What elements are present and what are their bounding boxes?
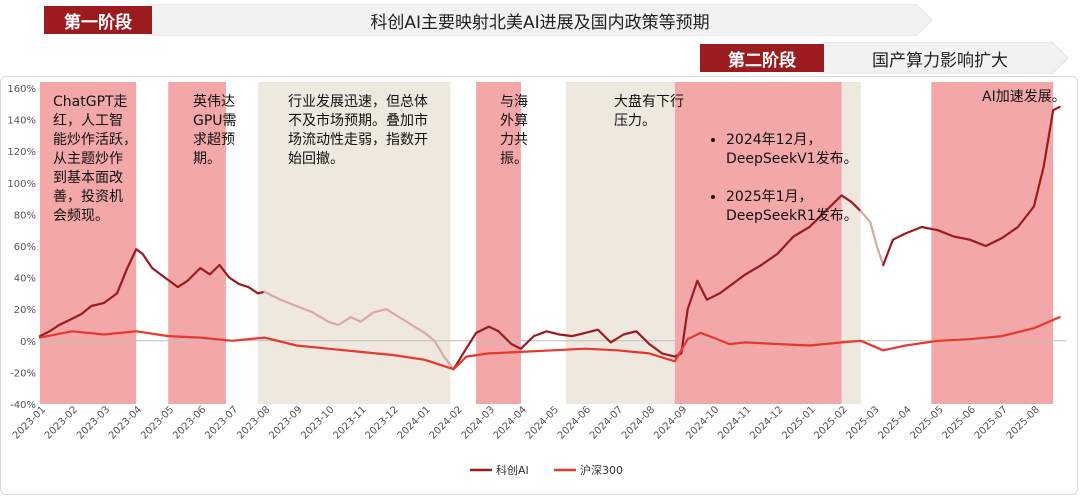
x-tick-label: 2023-09	[267, 404, 304, 441]
x-tick-label: 2023-08	[235, 404, 272, 441]
x-tick-label: 2025-05	[909, 404, 946, 441]
y-tick-label: 80%	[14, 210, 36, 221]
legend: 科创AI 沪深300	[470, 463, 623, 477]
stage2-desc: 国产算力影响扩大	[872, 50, 1008, 71]
y-tick-label: 20%	[14, 305, 36, 316]
y-tick-label: 140%	[7, 116, 36, 127]
y-tick-label: 60%	[14, 242, 36, 253]
y-axis-ticks: -40% -20% 0% 20% 40% 60% 80% 100% 120% 140% 160%	[7, 84, 36, 411]
legend-label-1: 沪深300	[580, 463, 623, 477]
period-band-3	[476, 82, 521, 404]
series-line-2	[452, 194, 862, 371]
annotation-chatgpt: ChatGPT走 红，人工智 能炒作活跃， 从主题炒作 到基本面改 善，投资机 …	[53, 94, 137, 224]
annotation-deepseek: 2024年12月， DeepSeekV1发布。 2025年1月， DeepSee…	[712, 93, 858, 264]
x-tick-label: 2025-08	[1005, 404, 1042, 441]
x-tick-label: 2024-04	[492, 404, 529, 441]
x-tick-label: 2024-01	[396, 404, 433, 441]
x-tick-label: 2025-02	[812, 404, 849, 441]
stage1-banner	[150, 4, 932, 36]
period-band-6	[841, 82, 861, 404]
y-tick-label: -20%	[10, 368, 36, 379]
x-tick-label: 2024-06	[556, 404, 593, 441]
annotation-industry: 行业发展迅速，但总体 不及市场预期。叠加市 场流动性走弱，指数开 始回撤。	[288, 94, 428, 167]
x-tick-label: 2024-12	[748, 404, 785, 441]
x-tick-label: 2025-06	[941, 404, 978, 441]
x-tick-label: 2023-05	[139, 404, 176, 441]
x-tick-label: 2023-02	[43, 404, 80, 441]
x-tick-label: 2025-04	[876, 404, 913, 441]
annotation-ai-accel: AI加速发展。	[982, 89, 1066, 105]
stage1-label: 第一阶段	[44, 6, 152, 34]
x-tick-label: 2023-06	[171, 404, 208, 441]
x-tick-label: 2024-11	[716, 404, 753, 441]
annotation-market: 大盘有下行 压力。	[614, 94, 684, 129]
deepseek-list: 2024年12月， DeepSeekV1发布。 2025年1月， DeepSee…	[712, 112, 858, 245]
series-lines	[38, 105, 1061, 371]
x-axis-ticks: 2023-012023-022023-032023-042023-052023-…	[11, 404, 1042, 441]
stage2-banner	[822, 42, 1068, 74]
period-band-0	[40, 82, 137, 404]
deepseek-item-v1: 2024年12月， DeepSeekV1发布。	[726, 131, 858, 169]
x-tick-label: 2023-07	[203, 404, 240, 441]
x-tick-label: 2023-03	[75, 404, 112, 441]
chart-frame	[0, 76, 1078, 495]
stage2-label: 第二阶段	[700, 44, 824, 72]
x-tick-label: 2025-01	[780, 404, 817, 441]
x-tick-label: 2023-04	[107, 404, 144, 441]
y-tick-label: -40%	[10, 400, 36, 411]
x-tick-label: 2024-09	[652, 404, 689, 441]
y-tick-label: 100%	[7, 179, 36, 190]
x-tick-label: 2024-02	[428, 404, 465, 441]
series-line-5	[38, 316, 1061, 371]
y-tick-label: 0%	[20, 337, 36, 348]
y-tick-label: 120%	[7, 147, 36, 158]
x-tick-label: 2023-12	[363, 404, 400, 441]
x-tick-label: 2024-07	[588, 404, 625, 441]
legend-label-0: 科创AI	[496, 463, 529, 477]
period-band-5	[674, 82, 842, 404]
x-tick-label: 2025-03	[844, 404, 881, 441]
x-tick-label: 2025-07	[973, 404, 1010, 441]
series-line-1	[263, 290, 455, 371]
series-line-0	[38, 248, 266, 338]
x-tick-label: 2024-03	[460, 404, 497, 441]
x-tick-label: 2024-10	[684, 404, 721, 441]
annotation-overseas: 与海 外算 力共 振。	[500, 94, 528, 167]
period-band-1	[168, 82, 226, 404]
series-line-4	[882, 105, 1061, 267]
x-tick-label: 2023-10	[299, 404, 336, 441]
x-tick-label: 2024-05	[524, 404, 561, 441]
y-tick-label: 160%	[7, 84, 36, 95]
series-line-3	[859, 210, 885, 267]
x-tick-label: 2024-08	[620, 404, 657, 441]
annotation-nvidia: 英伟达 GPU需 求超预 期。	[193, 94, 237, 167]
stage1-desc: 科创AI主要映射北美AI进展及国内政策等预期	[370, 12, 710, 33]
period-bands	[40, 82, 1054, 404]
y-tick-label: 40%	[14, 274, 36, 285]
x-tick-label: 2023-11	[331, 404, 368, 441]
deepseek-item-r1: 2025年1月， DeepSeekR1发布。	[726, 188, 858, 226]
